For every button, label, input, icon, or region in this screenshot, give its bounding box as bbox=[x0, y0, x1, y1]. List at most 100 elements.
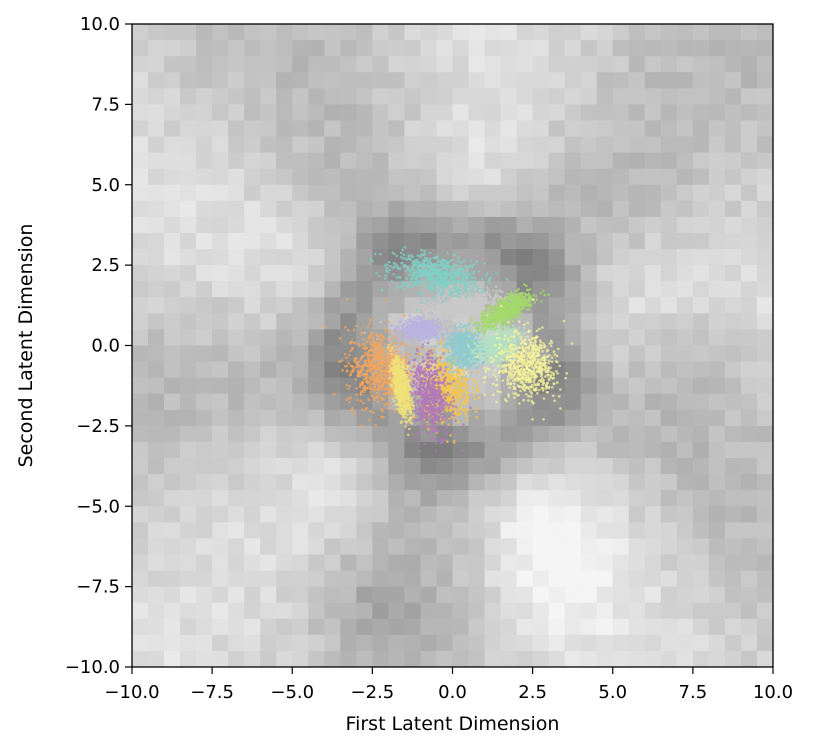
background-cell bbox=[692, 200, 710, 218]
background-cell bbox=[628, 458, 646, 475]
background-cell bbox=[164, 345, 181, 363]
background-cell bbox=[756, 297, 773, 314]
scatter-point bbox=[395, 254, 398, 258]
background-cell bbox=[340, 409, 357, 427]
scatter-point bbox=[374, 354, 378, 358]
background-cell bbox=[452, 506, 470, 523]
background-cell bbox=[436, 104, 454, 122]
scatter-point bbox=[375, 271, 378, 275]
background-cell bbox=[436, 200, 454, 218]
background-cell bbox=[644, 40, 662, 57]
background-cell bbox=[212, 361, 229, 379]
background-cell bbox=[692, 361, 710, 379]
scatter-point bbox=[433, 366, 437, 369]
scatter-point bbox=[455, 302, 458, 306]
scatter-point bbox=[384, 274, 388, 277]
scatter-point bbox=[444, 396, 447, 400]
background-cell bbox=[676, 441, 694, 459]
scatter-point bbox=[452, 441, 456, 444]
scatter-point bbox=[424, 378, 427, 381]
background-cell bbox=[612, 104, 630, 122]
scatter-point bbox=[376, 357, 380, 361]
background-cell bbox=[436, 650, 454, 667]
background-cell bbox=[452, 570, 470, 588]
scatter-point bbox=[436, 363, 440, 367]
background-cell bbox=[228, 570, 245, 588]
background-cell bbox=[724, 393, 742, 411]
scatter-point bbox=[449, 291, 453, 295]
background-cell bbox=[756, 200, 773, 218]
background-cell bbox=[500, 152, 518, 170]
background-cell bbox=[356, 72, 373, 89]
background-cell bbox=[740, 458, 758, 475]
scatter-point bbox=[435, 411, 438, 415]
background-cell bbox=[132, 650, 149, 667]
background-cell bbox=[564, 329, 582, 347]
background-cell bbox=[596, 249, 614, 266]
scatter-point bbox=[501, 290, 504, 294]
background-cell bbox=[148, 458, 165, 475]
scatter-point bbox=[473, 298, 477, 301]
background-cell bbox=[724, 474, 742, 491]
scatter-point bbox=[464, 293, 468, 296]
scatter-point bbox=[447, 310, 451, 313]
background-cell bbox=[676, 377, 694, 395]
background-cell bbox=[244, 602, 261, 620]
background-cell bbox=[468, 538, 486, 556]
background-cell bbox=[596, 297, 614, 314]
scatter-point bbox=[436, 255, 439, 258]
background-cell bbox=[692, 104, 710, 122]
scatter-point bbox=[465, 312, 468, 315]
scatter-point bbox=[413, 268, 416, 271]
background-cell bbox=[180, 650, 197, 667]
background-cell bbox=[212, 249, 229, 266]
scatter-point bbox=[427, 377, 431, 381]
scatter-point bbox=[341, 368, 344, 372]
background-cell bbox=[260, 554, 277, 572]
background-cell bbox=[532, 602, 550, 620]
background-cell bbox=[308, 297, 325, 314]
background-cell bbox=[548, 441, 566, 459]
scatter-point bbox=[466, 300, 470, 304]
scatter-point bbox=[434, 404, 438, 407]
background-cell bbox=[356, 602, 373, 620]
scatter-point bbox=[442, 297, 445, 300]
background-cell bbox=[276, 602, 293, 620]
scatter-point bbox=[422, 272, 425, 276]
scatter-point bbox=[437, 314, 441, 318]
background-cell bbox=[516, 441, 534, 459]
scatter-point bbox=[382, 360, 385, 364]
background-cell bbox=[388, 120, 406, 138]
background-cell bbox=[132, 474, 149, 491]
background-cell bbox=[516, 522, 534, 540]
background-cell bbox=[372, 249, 390, 266]
scatter-point bbox=[468, 392, 472, 395]
scatter-point bbox=[452, 269, 456, 272]
scatter-point bbox=[458, 397, 462, 401]
scatter-point bbox=[366, 381, 370, 385]
background-cell bbox=[612, 72, 630, 89]
scatter-point bbox=[465, 394, 468, 397]
background-cell bbox=[404, 602, 422, 620]
background-cell bbox=[196, 232, 213, 250]
background-cell bbox=[564, 104, 582, 122]
scatter-point bbox=[378, 372, 381, 376]
background-cell bbox=[324, 506, 341, 523]
scatter-point bbox=[441, 440, 445, 444]
background-cell bbox=[708, 72, 726, 89]
background-cell bbox=[260, 200, 277, 218]
background-cell bbox=[420, 490, 438, 507]
scatter-point bbox=[377, 389, 380, 392]
background-cell bbox=[292, 586, 309, 604]
scatter-point bbox=[384, 329, 388, 333]
background-cell bbox=[724, 650, 742, 667]
background-cell bbox=[532, 56, 550, 73]
background-cell bbox=[740, 650, 758, 667]
background-cell bbox=[340, 490, 357, 507]
scatter-point bbox=[365, 379, 369, 383]
background-cell bbox=[548, 377, 566, 395]
background-cell bbox=[308, 216, 325, 234]
scatter-point bbox=[476, 370, 479, 374]
background-cell bbox=[580, 409, 598, 427]
scatter-point bbox=[456, 288, 460, 291]
